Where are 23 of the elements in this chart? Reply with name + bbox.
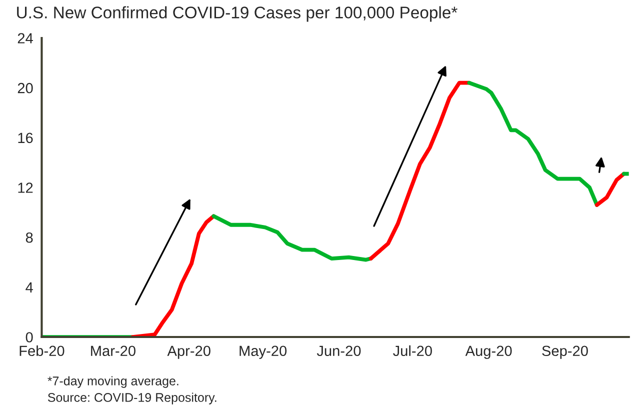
text: *7-day moving average.	[48, 376, 178, 388]
x-tick-label: Apr-20	[167, 346, 210, 359]
line-series	[368, 80, 472, 260]
y-tick-label: 16	[18, 132, 33, 144]
x-tick-label: Aug-20	[465, 346, 512, 359]
source-note: Source: COVID-19 Repository.	[48, 392, 216, 404]
chart-title: U.S. New Confirmed COVID-19 Cases per 100,000 People*	[17, 6, 458, 22]
x-tick-label: Jul-20	[393, 345, 432, 356]
y-tick-label: 0	[26, 332, 33, 342]
line-series	[467, 80, 599, 207]
x-tick-label: Feb-20	[20, 345, 64, 356]
x-tick-label: May-20	[240, 346, 287, 359]
y-tick-label: 12	[18, 182, 33, 193]
y-tick-label: 20	[18, 82, 33, 94]
line-series	[594, 172, 626, 207]
y-tick-label: 24	[18, 33, 33, 44]
x-tick-label: Jun-20	[316, 346, 361, 356]
line-series	[212, 214, 373, 262]
x-tick-label: Mar-20	[91, 346, 136, 356]
x-tick-label: Sep-20	[542, 346, 588, 359]
y-tick-label: 8	[26, 232, 33, 243]
y-tick-label: 4	[26, 282, 33, 292]
line-series	[130, 214, 216, 338]
